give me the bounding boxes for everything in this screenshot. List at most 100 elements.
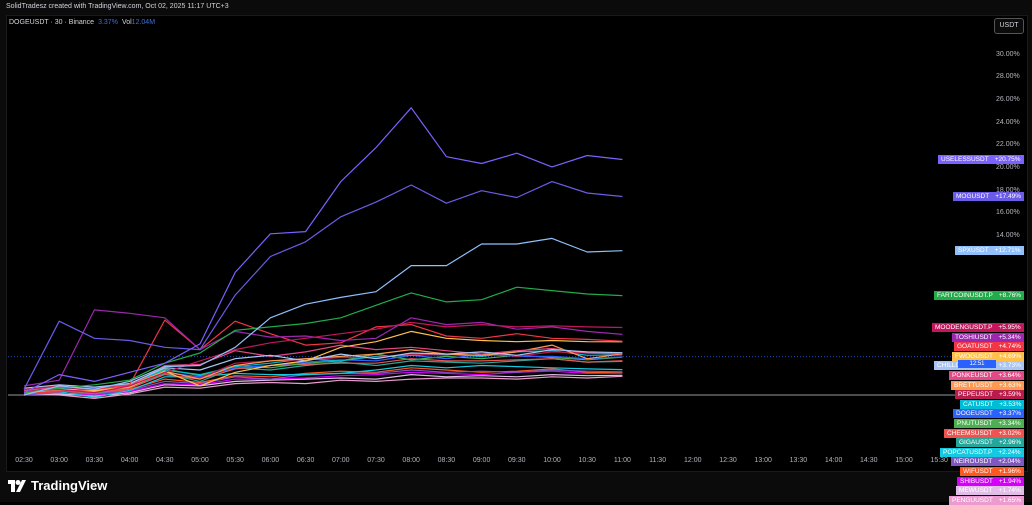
price-tag: WIFUSDT +1.96% <box>960 466 1024 476</box>
series-line-uselessusdt[interactable] <box>23 107 623 394</box>
price-tag-symbol: FWOGUSDT <box>952 351 996 361</box>
price-tag-symbol: USELESSUSDT <box>938 154 992 164</box>
series-line-moodengusdt-p[interactable] <box>23 321 623 394</box>
price-tag: GOATUSDT +4.74% <box>954 342 1024 352</box>
x-tick-label: 07:30 <box>367 457 385 464</box>
tradingview-logo-icon <box>8 479 26 492</box>
x-tick-label: 06:00 <box>261 457 280 464</box>
price-tag-symbol: FARTCOINUSDT.P <box>934 291 996 301</box>
y-tick-label: 26.00% <box>996 95 1020 103</box>
y-tick-label: 22.00% <box>996 141 1020 149</box>
series-line-fartcoinusdt-p[interactable] <box>23 286 623 394</box>
price-tag: PENGUUSDT +1.65% <box>949 495 1025 505</box>
price-tag-symbol: GIGAUSDT <box>956 438 996 448</box>
price-tag-value: +3.02% <box>995 428 1024 438</box>
price-tag-symbol: POPCATUSDT.P <box>940 447 996 457</box>
x-tick-label: 05:00 <box>191 457 209 464</box>
x-tick-label: 09:00 <box>472 457 491 464</box>
price-tag: MOGUSDT +17.49% <box>953 191 1025 201</box>
price-tag-symbol: PONKEUSDT <box>949 370 996 380</box>
x-tick-label: 07:00 <box>332 457 350 464</box>
price-tag-symbol: NEIROUSDT <box>951 457 996 467</box>
price-tag: SHIBUSDT +1.94% <box>957 476 1025 486</box>
price-tag-value: +20.75% <box>991 154 1024 164</box>
price-tag-value: +8.76% <box>995 291 1025 301</box>
symbol-info-line: DOGEUSDT · 30 · Binance 3.37% Vol12.04M <box>9 19 155 26</box>
price-tag: PNUTUSDT +3.34% <box>954 418 1024 428</box>
price-tag: NEIROUSDT +2.04% <box>951 457 1024 467</box>
price-tag-value: +3.37% <box>995 409 1025 419</box>
x-tick-label: 13:30 <box>789 457 808 464</box>
price-tag: DOGEUSDT +3.37% <box>953 409 1025 419</box>
x-tick-label: 10:30 <box>578 457 596 464</box>
price-tag-value: +3.59% <box>996 390 1025 400</box>
series-line-penguusdt[interactable] <box>23 375 623 399</box>
price-tag-value: +3.64% <box>995 370 1024 380</box>
x-tick-label: 08:00 <box>402 457 420 464</box>
tradingview-logo-text: TradingView <box>31 478 108 493</box>
price-tag-value: +3.73% <box>995 361 1024 371</box>
price-tag: TOSHIUSDT +5.34% <box>952 332 1024 342</box>
price-tag-symbol: DOGEUSDT <box>953 409 996 419</box>
x-tick-label: 12:30 <box>719 457 737 464</box>
x-tick-label: 11:30 <box>649 457 667 464</box>
y-tick-label: 18.00% <box>996 186 1020 194</box>
series-line-mewusdt[interactable] <box>23 374 623 397</box>
price-tag-symbol: PENGUUSDT <box>949 495 996 505</box>
price-tag: FWOGUSDT +4.69% <box>952 351 1025 361</box>
series-line-goatusdt[interactable] <box>23 319 623 395</box>
price-tag-symbol: GOATUSDT <box>954 342 996 352</box>
price-tag: FARTCOINUSDT.P +8.76% <box>934 291 1025 301</box>
x-tick-label: 08:30 <box>437 457 456 464</box>
series-line-toshiusdt[interactable] <box>23 309 623 387</box>
price-tag-value: +3.63% <box>996 380 1025 390</box>
x-tick-label: 12:00 <box>684 457 702 464</box>
price-tag-symbol: CHEEMSUSDT <box>944 428 996 438</box>
x-tick-label: 06:30 <box>296 457 315 464</box>
y-tick-label: 20.00% <box>996 164 1020 171</box>
volume-label: Vol <box>121 19 132 26</box>
series-line-mogusdt[interactable] <box>23 181 623 390</box>
price-tag: MEWUSDT +1.74% <box>956 486 1024 496</box>
price-tag-symbol: TOSHIUSDT <box>952 332 996 342</box>
currency-button[interactable]: USDT <box>994 18 1024 34</box>
x-tick-label: 09:30 <box>508 457 526 464</box>
price-tag-value: +3.53% <box>996 399 1025 409</box>
publish-header: SolidTradesz created with TradingView.co… <box>6 3 229 10</box>
price-tag: CHEEMSUSDT +3.02% <box>944 428 1024 438</box>
price-tag-symbol: SHIBUSDT <box>957 476 996 486</box>
price-tag-value: +5.34% <box>995 332 1024 342</box>
series-line-popcatusdt-p[interactable] <box>23 364 623 398</box>
x-tick-label: 05:30 <box>226 457 244 464</box>
price-tag-value: +1.65% <box>995 495 1025 505</box>
price-tag-symbol: MEWUSDT <box>956 486 996 496</box>
x-tick-label: 14:30 <box>860 457 878 464</box>
price-tag: POPCATUSDT.P +2.24% <box>940 447 1024 457</box>
price-tag: PEPEUSDT +3.59% <box>955 390 1025 400</box>
price-tag-value: +2.24% <box>995 447 1024 457</box>
price-tag-symbol: CATUSDT <box>960 399 997 409</box>
price-tag-value: +3.34% <box>995 418 1024 428</box>
price-tag-value: +1.96% <box>995 466 1024 476</box>
series-line-catusdt[interactable] <box>23 350 623 394</box>
x-tick-label: 02:30 <box>15 457 33 464</box>
price-tag-value: +2.04% <box>995 457 1024 467</box>
series-line-cheemsusdt[interactable] <box>23 358 623 395</box>
price-tag-symbol: PEPEUSDT <box>955 390 997 400</box>
y-tick-label: 16.00% <box>996 209 1020 217</box>
y-tick-label: 30.00% <box>996 50 1020 58</box>
series-line-wifusdt[interactable] <box>23 367 623 395</box>
series-line-spxusdt[interactable] <box>23 237 623 396</box>
x-tick-label: 15:00 <box>895 457 913 464</box>
series-line-fwogusdt[interactable] <box>23 330 623 394</box>
symbol-name[interactable]: DOGEUSDT · 30 · Binance <box>9 19 95 26</box>
price-tag-value: +1.74% <box>995 486 1024 496</box>
price-tag-value: +17.49% <box>992 191 1025 201</box>
x-tick-label: 13:00 <box>754 457 772 464</box>
series-line-chillguyusdt-p[interactable] <box>23 349 623 389</box>
x-tick-label: 03:30 <box>85 457 104 464</box>
x-tick-label: 03:00 <box>50 457 68 464</box>
y-tick-label: 28.00% <box>996 73 1020 81</box>
crosshair-time-label: 12:51 <box>958 360 996 368</box>
